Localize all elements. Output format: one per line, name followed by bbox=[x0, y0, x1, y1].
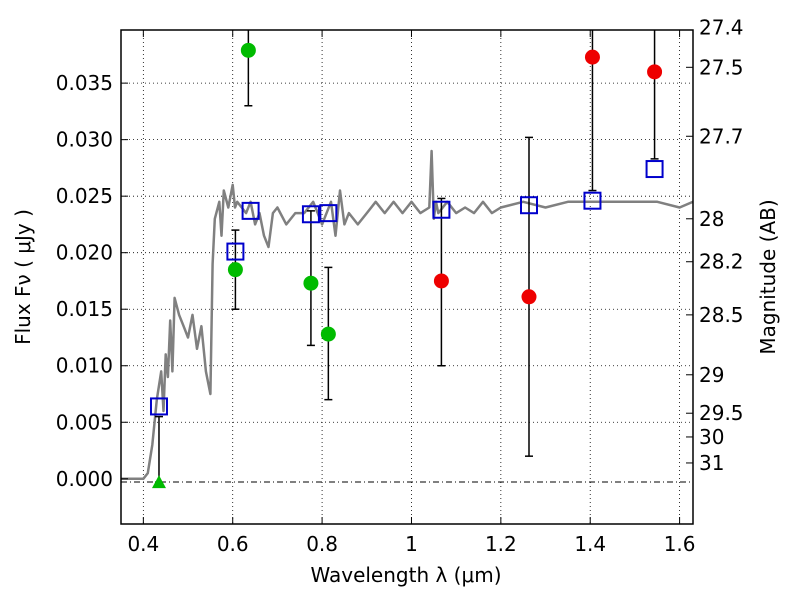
green-observed-point bbox=[320, 326, 336, 342]
model-photometry-square bbox=[519, 196, 538, 215]
x-axis-title: Wavelength λ (μm) bbox=[310, 563, 501, 587]
right-tick-label: 30 bbox=[699, 425, 724, 449]
y-tick-label: 0.025 bbox=[56, 184, 113, 208]
model-spectrum-line bbox=[121, 149, 693, 481]
y-tick-label: 0.000 bbox=[56, 467, 113, 491]
right-axis-title: Magnitude (AB) bbox=[756, 199, 780, 354]
red-observed-point bbox=[584, 49, 600, 65]
y-tick-label: 0.030 bbox=[56, 128, 113, 152]
model-photometry-square bbox=[149, 397, 168, 416]
right-tick-label: 27.5 bbox=[699, 55, 744, 79]
right-tick-label: 28 bbox=[699, 207, 724, 231]
green-observed-point bbox=[303, 275, 319, 291]
y-axis-title: Flux Fν ( μJy ) bbox=[11, 209, 35, 345]
green-observed-triangle-point bbox=[151, 475, 166, 489]
right-tick-label: 29 bbox=[699, 363, 724, 387]
right-tick-label: 27.4 bbox=[699, 16, 744, 40]
right-tick-label: 29.5 bbox=[699, 401, 744, 425]
x-tick-label: 0.4 bbox=[127, 532, 159, 556]
green-observed-point bbox=[227, 262, 243, 278]
x-tick-label: 1.6 bbox=[664, 532, 696, 556]
y-tick-label: 0.005 bbox=[56, 410, 113, 434]
axes: 0.4 0.6 0.8 1 1.2 1.4 1.6 0.000 0.005 0.010 0.015 0… bbox=[56, 16, 744, 556]
data-layer bbox=[121, 30, 693, 489]
x-tick-label: 1 bbox=[405, 532, 418, 556]
x-tick-label: 0.8 bbox=[306, 532, 338, 556]
right-tick-label: 28.5 bbox=[699, 303, 744, 327]
plot-frame bbox=[120, 29, 694, 525]
right-tick-label: 31 bbox=[699, 451, 724, 475]
y-tick-label: 0.010 bbox=[56, 354, 113, 378]
green-observed-point bbox=[240, 42, 256, 58]
y-tick-label: 0.015 bbox=[56, 297, 113, 321]
model-photometry-square bbox=[226, 242, 245, 261]
x-tick-label: 1.4 bbox=[574, 532, 606, 556]
x-tick-label: 0.6 bbox=[217, 532, 249, 556]
model-photometry-square bbox=[645, 160, 664, 179]
model-photometry-square bbox=[301, 205, 320, 224]
model-photometry-square bbox=[583, 191, 602, 210]
red-observed-point bbox=[647, 64, 663, 80]
right-tick-label: 27.7 bbox=[699, 124, 744, 148]
y-tick-label: 0.035 bbox=[56, 71, 113, 95]
red-observed-point bbox=[521, 289, 537, 305]
model-photometry-square bbox=[241, 201, 260, 220]
red-observed-point bbox=[433, 273, 449, 289]
x-tick-label: 1.2 bbox=[485, 532, 517, 556]
grid bbox=[121, 30, 693, 524]
y-tick-label: 0.020 bbox=[56, 241, 113, 265]
model-photometry-square bbox=[319, 204, 338, 223]
right-tick-label: 28.2 bbox=[699, 250, 744, 274]
model-photometry-square bbox=[432, 200, 451, 219]
